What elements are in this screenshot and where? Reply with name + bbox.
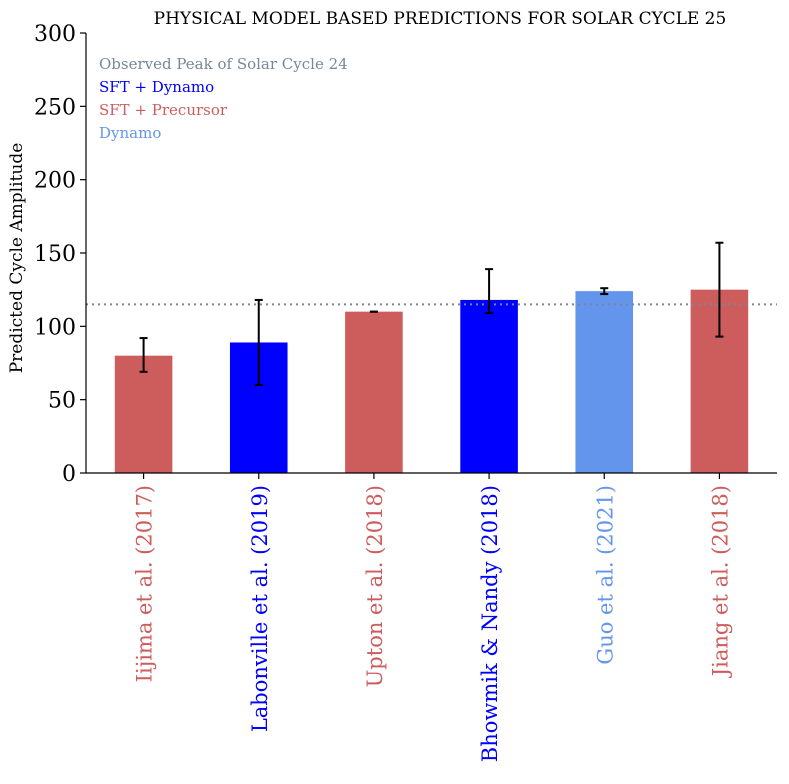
plot-area: 0 50 100 150 200 250 300 Iijima et al. (2017) La… <box>34 22 777 762</box>
legend-entry: SFT + Dynamo <box>99 78 214 96</box>
x-tick-label: Labonville et al. (2019) <box>248 485 272 732</box>
bar <box>460 299 518 473</box>
x-tick-label: Iijima et al. (2017) <box>133 485 157 682</box>
y-axis-label: Predicted Cycle Amplitude <box>7 143 27 374</box>
y-tick-label: 100 <box>34 315 76 340</box>
y-tick-label: 150 <box>34 242 76 267</box>
bar <box>345 311 403 473</box>
legend-entry: SFT + Precursor <box>99 101 228 119</box>
y-tick-label: 200 <box>34 169 76 194</box>
bar <box>114 355 173 473</box>
y-tick-label: 300 <box>34 22 76 47</box>
y-tick-label: 250 <box>34 95 76 120</box>
x-tick-label: Jiang et al. (2018) <box>708 485 732 678</box>
legend-entry: Dynamo <box>99 124 161 142</box>
y-tick-label: 50 <box>48 389 76 414</box>
chart-title: PHYSICAL MODEL BASED PREDICTIONS FOR SOL… <box>154 9 727 29</box>
x-tick-label: Bhowmik & Nandy (2018) <box>478 485 502 762</box>
x-tick-label: Guo et al. (2021) <box>593 485 617 665</box>
y-tick-label: 0 <box>62 462 76 487</box>
x-tick-label: Upton et al. (2018) <box>363 485 387 687</box>
legend-entry: Observed Peak of Solar Cycle 24 <box>99 55 348 73</box>
bar <box>575 291 634 473</box>
